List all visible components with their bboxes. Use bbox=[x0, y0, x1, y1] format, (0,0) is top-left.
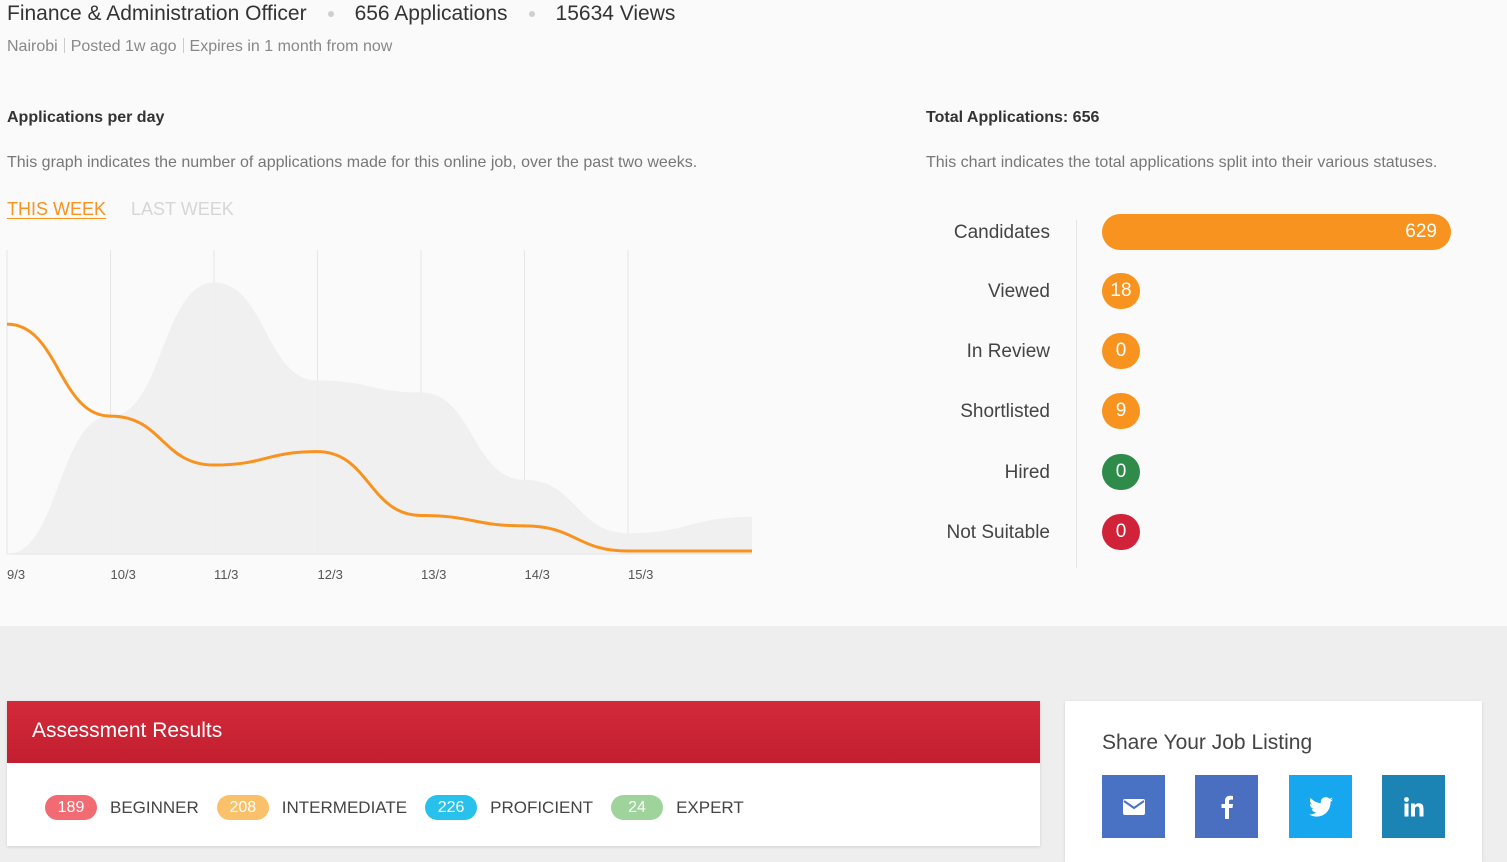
share-title: Share Your Job Listing bbox=[1102, 731, 1313, 754]
week-tabs: THIS WEEK LAST WEEK bbox=[7, 199, 234, 220]
level-count-badge: 226 bbox=[425, 795, 478, 820]
share-facebook-button[interactable] bbox=[1195, 775, 1258, 838]
status-row-in-review[interactable]: In Review 0 bbox=[920, 332, 1500, 372]
status-value-bar: 9 bbox=[1102, 393, 1140, 429]
facebook-icon bbox=[1221, 795, 1233, 819]
total-applications-description: This chart indicates the total applicati… bbox=[926, 154, 1438, 171]
x-tick-label: 10/3 bbox=[111, 567, 136, 582]
level-count-badge: 189 bbox=[45, 795, 97, 820]
share-linkedin-button[interactable] bbox=[1382, 775, 1445, 838]
total-applications-title: Total Applications: 656 bbox=[926, 109, 1100, 126]
status-row-shortlisted[interactable]: Shortlisted 9 bbox=[920, 392, 1500, 432]
job-header: Finance & Administration Officer 656 App… bbox=[7, 2, 675, 26]
status-divider bbox=[1076, 220, 1077, 568]
linkedin-icon bbox=[1403, 796, 1423, 816]
status-value-bar: 18 bbox=[1102, 273, 1140, 309]
last-week-area bbox=[7, 282, 752, 554]
assessment-results-card: Assessment Results 189 BEGINNER 208 INTE… bbox=[7, 701, 1040, 846]
envelope-icon bbox=[1122, 798, 1145, 815]
separator-dot bbox=[528, 11, 535, 17]
status-row-not-suitable[interactable]: Not Suitable 0 bbox=[920, 513, 1500, 553]
views-count: 15634 Views bbox=[555, 2, 676, 25]
status-label: Not Suitable bbox=[946, 522, 1050, 543]
job-title: Finance & Administration Officer bbox=[7, 2, 307, 25]
status-chart: Candidates 629 Viewed 18 In Review 0 Shortlist… bbox=[920, 212, 1500, 572]
status-label: Hired bbox=[1004, 462, 1050, 483]
status-label: Candidates bbox=[953, 222, 1050, 243]
apps-per-day-title: Applications per day bbox=[7, 109, 165, 126]
applications-line-chart: 9/3 10/3 11/3 12/3 13/3 14/3 15/3 bbox=[0, 240, 760, 590]
assessment-results-title: Assessment Results bbox=[7, 701, 1040, 763]
this-week-line bbox=[6, 322, 752, 553]
share-twitter-button[interactable] bbox=[1289, 775, 1352, 838]
assessment-levels: 189 BEGINNER 208 INTERMEDIATE 226 PROFIC… bbox=[7, 763, 1040, 820]
x-tick-label: 14/3 bbox=[525, 567, 550, 582]
apps-per-day-description: This graph indicates the number of appli… bbox=[7, 154, 698, 171]
job-location: Nairobi bbox=[7, 38, 58, 55]
x-tick-label: 11/3 bbox=[214, 567, 238, 582]
status-value-bar: 0 bbox=[1102, 514, 1140, 550]
job-expires: Expires in 1 month from now bbox=[189, 38, 393, 55]
level-label: PROFICIENT bbox=[490, 797, 594, 817]
share-job-card: Share Your Job Listing bbox=[1065, 701, 1482, 862]
level-proficient: 226 PROFICIENT bbox=[425, 795, 593, 820]
level-label: EXPERT bbox=[676, 797, 744, 817]
meta-divider bbox=[182, 38, 184, 53]
status-row-hired[interactable]: Hired 0 bbox=[920, 453, 1500, 493]
status-label: In Review bbox=[966, 341, 1050, 362]
applications-count: 656 Applications bbox=[354, 2, 508, 25]
status-row-viewed[interactable]: Viewed 18 bbox=[920, 272, 1500, 312]
job-meta: Nairobi Posted 1w ago Expires in 1 month f… bbox=[7, 38, 392, 56]
status-value-bar: 629 bbox=[1102, 214, 1451, 250]
x-tick-label: 12/3 bbox=[318, 567, 343, 582]
tab-this-week[interactable]: THIS WEEK bbox=[7, 199, 107, 219]
job-posted: Posted 1w ago bbox=[70, 38, 177, 55]
level-beginner: 189 BEGINNER bbox=[45, 795, 199, 820]
status-value-bar: 0 bbox=[1102, 454, 1140, 490]
level-expert: 24 EXPERT bbox=[611, 795, 744, 820]
chart-svg: 9/3 10/3 11/3 12/3 13/3 14/3 15/3 bbox=[6, 250, 752, 582]
status-label: Shortlisted bbox=[960, 401, 1050, 422]
share-email-button[interactable] bbox=[1102, 775, 1165, 838]
twitter-icon bbox=[1308, 796, 1333, 817]
level-label: INTERMEDIATE bbox=[281, 797, 408, 817]
level-intermediate: 208 INTERMEDIATE bbox=[216, 795, 408, 820]
x-tick-label: 15/3 bbox=[628, 567, 653, 582]
level-count-badge: 208 bbox=[216, 795, 269, 820]
status-value-bar: 0 bbox=[1102, 333, 1140, 369]
x-tick-label: 13/3 bbox=[421, 567, 446, 582]
meta-divider bbox=[63, 38, 65, 53]
level-count-badge: 24 bbox=[611, 795, 664, 820]
separator-dot bbox=[327, 11, 334, 17]
level-label: BEGINNER bbox=[110, 797, 199, 817]
status-row-candidates[interactable]: Candidates 629 bbox=[920, 213, 1500, 253]
status-label: Viewed bbox=[988, 281, 1050, 302]
tab-last-week[interactable]: LAST WEEK bbox=[131, 199, 234, 219]
x-tick-label: 9/3 bbox=[7, 567, 25, 582]
